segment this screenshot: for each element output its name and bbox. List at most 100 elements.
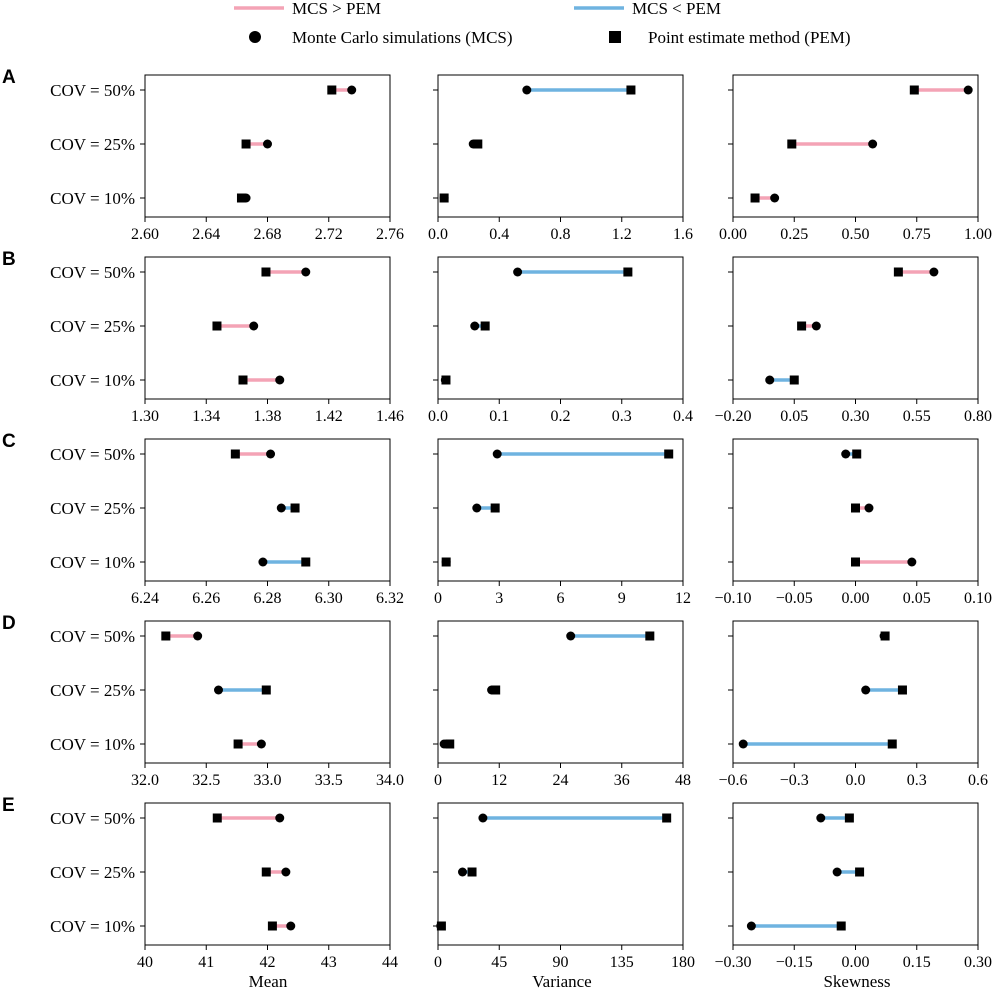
xlabel-variance: Variance — [532, 972, 591, 991]
legend-greater-label: MCS > PEM — [292, 0, 381, 18]
x-tick-label: 9 — [618, 590, 626, 607]
x-tick-label: 0.8 — [551, 226, 571, 243]
mcs-marker — [487, 685, 497, 695]
mcs-marker — [864, 503, 874, 513]
row-label: COV = 50% — [50, 263, 135, 282]
mcs-marker — [241, 193, 251, 203]
panel-d-skewness: −0.6 −0.3 0.0 0.3 0.6 — [718, 620, 988, 789]
pem-marker — [467, 867, 477, 877]
mcs-marker — [286, 921, 296, 931]
pem-marker — [909, 85, 919, 95]
pem-marker — [261, 685, 271, 695]
row-label: COV = 25% — [50, 317, 135, 336]
x-tick-label: 180 — [671, 954, 695, 971]
mcs-marker — [468, 139, 478, 149]
panel-c-mean: 6.24 6.26 6.28 6.30 6.32 COV = 50% COV = 25% CO… — [2, 431, 404, 607]
x-tick-label: 0.00 — [842, 590, 870, 607]
x-tick-label: 0.15 — [903, 954, 931, 971]
x-tick-label: 1.46 — [376, 408, 404, 425]
mcs-marker — [868, 139, 878, 149]
mcs-marker — [522, 85, 532, 95]
x-tick-label: 6.28 — [254, 590, 282, 607]
x-tick-label: 1.38 — [254, 408, 282, 425]
x-tick-label: −0.30 — [714, 954, 751, 971]
panel-letter: E — [2, 795, 15, 816]
panel-b-variance: 0.0 0.1 0.2 0.3 0.4 — [428, 256, 693, 425]
mcs-marker — [472, 503, 482, 513]
mcs-marker — [275, 813, 285, 823]
pem-marker — [893, 267, 903, 277]
mcs-marker — [907, 557, 917, 567]
x-tick-label: 6.24 — [131, 590, 159, 607]
x-tick-label: 0.0 — [846, 772, 866, 789]
panel-a-mean: 2.60 2.64 2.68 2.72 2.76 COV = 50% COV = 25% CO… — [2, 67, 404, 243]
x-tick-label: 0.00 — [842, 954, 870, 971]
panel-letter: D — [2, 613, 16, 634]
panel-c-variance: 0 3 6 9 12 — [433, 438, 691, 607]
panel-b-skewness: −0.20 0.05 0.30 0.55 0.80 — [714, 256, 992, 425]
pem-marker — [267, 921, 277, 931]
x-tick-label: 0.4 — [673, 408, 693, 425]
pem-marker — [851, 557, 860, 567]
pem-marker — [836, 921, 846, 931]
x-tick-label: 42 — [260, 954, 276, 971]
pem-marker — [236, 193, 246, 203]
row-label: COV = 10% — [50, 371, 135, 390]
pem-marker — [261, 267, 271, 277]
x-tick-label: 0.50 — [842, 226, 870, 243]
column-xlabels: Mean Variance Skewness — [249, 972, 891, 991]
pem-marker — [301, 557, 311, 567]
pem-marker — [787, 139, 797, 149]
mcs-marker — [256, 739, 266, 749]
mcs-marker — [841, 449, 851, 459]
mcs-marker — [513, 267, 523, 277]
legend-pem-marker — [609, 31, 621, 43]
x-tick-label: 1.34 — [192, 408, 220, 425]
row-label: COV = 10% — [50, 735, 135, 754]
x-tick-label: 34.0 — [376, 772, 404, 789]
x-tick-label: 6.32 — [376, 590, 404, 607]
x-tick-label: −0.20 — [714, 408, 751, 425]
mcs-marker — [214, 685, 223, 695]
pem-marker — [261, 867, 271, 877]
mcs-marker — [275, 375, 285, 385]
pem-marker — [855, 867, 865, 877]
x-tick-label: 6 — [557, 590, 565, 607]
x-tick-label: 0.75 — [903, 226, 931, 243]
panel-b-mean: 1.30 1.34 1.38 1.42 1.46 COV = 50% COV = 25% CO… — [2, 249, 404, 425]
x-tick-label: 12 — [491, 772, 507, 789]
panels: 2.60 2.64 2.68 2.72 2.76 COV = 50% COV = 25% CO… — [2, 67, 992, 971]
pem-marker — [750, 193, 760, 203]
x-tick-label: 0.30 — [842, 408, 870, 425]
pem-marker — [664, 449, 674, 459]
axes-frame — [144, 438, 391, 582]
mcs-marker — [492, 449, 502, 459]
x-tick-label: 2.64 — [192, 226, 220, 243]
row-label: COV = 10% — [50, 189, 135, 208]
pem-marker — [480, 321, 490, 331]
panel-d-variance: 0 12 24 36 48 — [433, 620, 691, 789]
panel-letter: B — [2, 249, 16, 270]
pem-marker — [445, 739, 455, 749]
mcs-marker — [478, 813, 488, 823]
mcs-marker — [770, 193, 780, 203]
xlabel-skewness: Skewness — [823, 972, 890, 991]
x-tick-label: −0.6 — [718, 772, 747, 789]
x-tick-label: 0.3 — [907, 772, 927, 789]
x-tick-label: 0.6 — [968, 772, 988, 789]
x-tick-label: 2.60 — [131, 226, 159, 243]
row-label: COV = 50% — [50, 809, 135, 828]
x-tick-label: 33.5 — [315, 772, 343, 789]
legend-less-label: MCS < PEM — [632, 0, 721, 18]
x-tick-label: −0.3 — [780, 772, 809, 789]
pem-marker — [789, 375, 799, 385]
mcs-marker — [258, 557, 268, 567]
pem-marker — [212, 813, 222, 823]
x-tick-label: 0.2 — [551, 408, 571, 425]
pem-marker — [662, 813, 672, 823]
x-tick-label: 6.26 — [192, 590, 220, 607]
pem-marker — [238, 375, 248, 385]
x-tick-label: 0 — [434, 590, 442, 607]
row-label: COV = 10% — [50, 553, 135, 572]
